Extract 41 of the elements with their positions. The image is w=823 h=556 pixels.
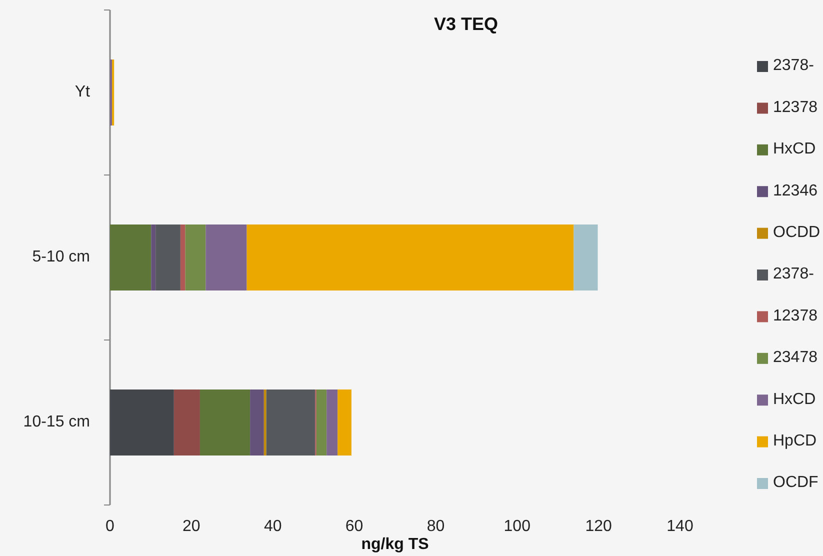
x-tick-label: 40	[264, 518, 282, 535]
y-tick-label: 10-15 cm	[23, 414, 90, 431]
bar	[326, 390, 338, 456]
legend-label: OCDF	[773, 474, 819, 492]
y-tick-label: Yt	[74, 84, 91, 101]
bar	[185, 224, 206, 290]
x-tick-label: 0	[106, 518, 115, 535]
legend-label: 2378-	[773, 266, 814, 283]
x-tick-label: 100	[504, 518, 531, 535]
bar	[151, 224, 156, 290]
bar	[246, 224, 574, 290]
bar	[250, 390, 264, 456]
bar	[266, 390, 316, 456]
legend-label: 12378	[773, 307, 818, 324]
bar	[180, 224, 186, 290]
bar	[574, 224, 598, 290]
bar	[174, 390, 200, 456]
legend-label: HxCD	[773, 140, 816, 158]
x-tick-label: 20	[182, 518, 200, 535]
legend-label: 12378	[773, 98, 818, 116]
x-tick-label: 60	[345, 518, 364, 535]
legend-label: OCDD	[773, 224, 820, 242]
chart-title: V3 TEQ	[434, 14, 498, 34]
bar	[156, 224, 180, 290]
y-tick-label: 5-10 cm	[32, 248, 90, 266]
bar	[110, 390, 174, 456]
x-tick-label: 80	[426, 518, 445, 535]
bar	[110, 224, 152, 290]
legend-label: HpCD	[773, 432, 817, 450]
x-tick-label: 120	[585, 518, 612, 535]
bar	[200, 390, 250, 456]
x-axis-title: ng/kg TS	[361, 536, 430, 553]
bar	[338, 390, 352, 456]
legend-label: 2378-	[773, 57, 814, 74]
legend-label: 23478	[773, 349, 818, 366]
legend-label: HxCD	[773, 390, 816, 408]
legend-label: 12346	[773, 182, 818, 200]
x-tick-label: 140	[666, 518, 694, 535]
bar	[316, 390, 327, 456]
bar	[206, 224, 247, 290]
bar	[264, 390, 266, 456]
